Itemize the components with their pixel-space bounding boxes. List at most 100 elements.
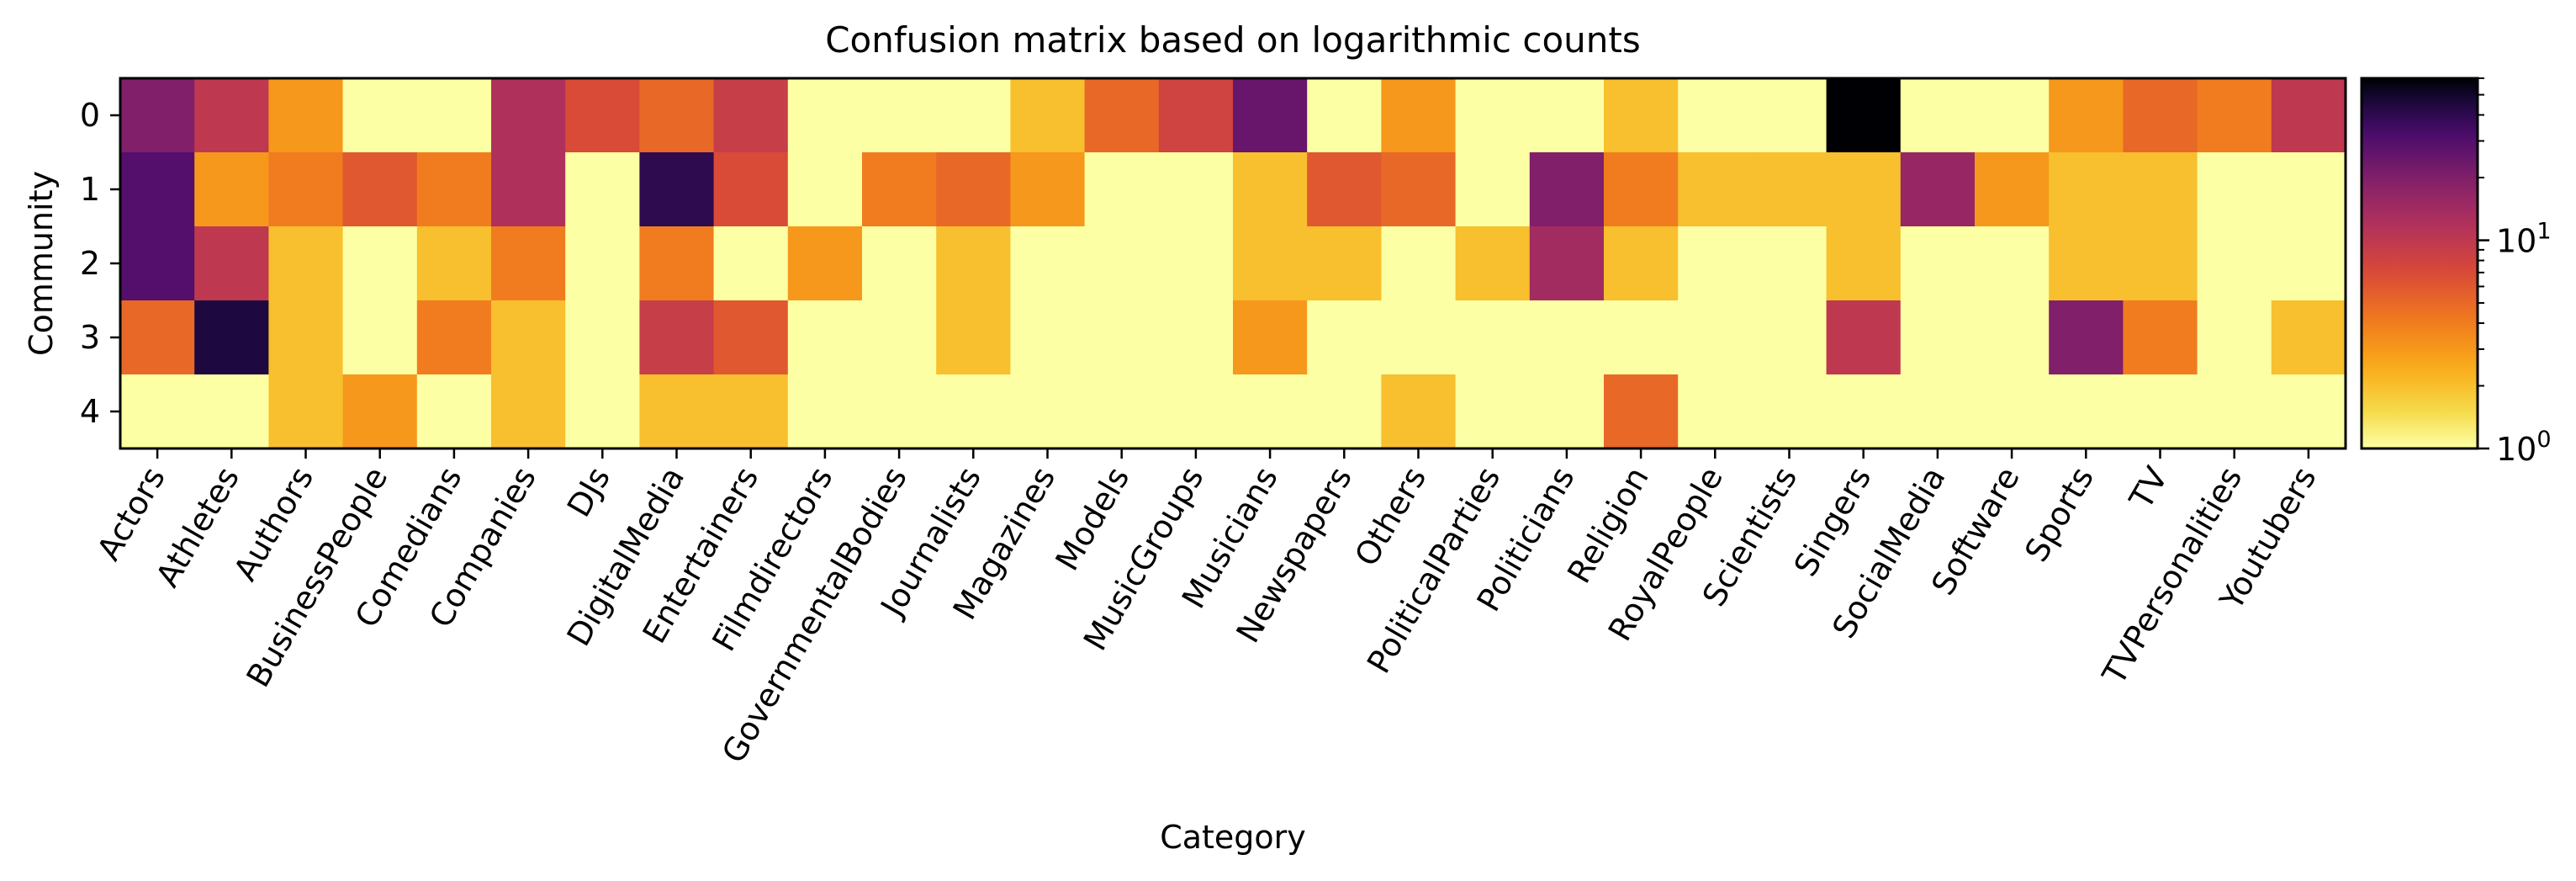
heatmap-cell — [2197, 374, 2272, 449]
heatmap-cell — [268, 78, 344, 153]
heatmap-cell — [1455, 374, 1531, 449]
x-tick-label: TV — [2122, 461, 2175, 516]
colorbar-gradient — [2362, 78, 2478, 448]
heatmap-cell — [1158, 300, 1234, 375]
heatmap-cell — [1158, 152, 1234, 227]
heatmap-cell — [1826, 152, 1902, 227]
heatmap-cells — [120, 78, 2346, 449]
x-axis-ticks: ActorsAthletesAuthorsBusinessPeopleComed… — [90, 448, 2324, 769]
heatmap-cell — [1233, 78, 1308, 153]
heatmap-cell — [1381, 300, 1457, 375]
heatmap-cell — [2271, 152, 2346, 227]
heatmap-cell — [1307, 78, 1382, 153]
heatmap-cell — [268, 152, 344, 227]
heatmap-cell — [639, 226, 715, 301]
heatmap-cell — [1975, 374, 2050, 449]
heatmap-cell — [713, 226, 789, 301]
heatmap-cell — [416, 226, 492, 301]
heatmap-cell — [1826, 226, 1902, 301]
heatmap-cell — [639, 152, 715, 227]
heatmap-cell — [2123, 300, 2198, 375]
colorbar-tick-exponent: 0 — [2536, 427, 2551, 453]
heatmap-cell — [787, 226, 863, 301]
heatmap-cell — [1529, 300, 1605, 375]
heatmap-cell — [416, 78, 492, 153]
heatmap-cell — [565, 152, 640, 227]
y-tick-label: 3 — [80, 319, 100, 356]
heatmap-cell — [1233, 226, 1308, 301]
heatmap-cell — [862, 226, 937, 301]
heatmap-cell — [491, 152, 566, 227]
heatmap-cell — [1529, 226, 1605, 301]
heatmap-cell — [862, 374, 937, 449]
heatmap-cell — [194, 300, 269, 375]
heatmap-cell — [1084, 300, 1160, 375]
heatmap-cell — [1900, 152, 1976, 227]
heatmap-cell — [1307, 374, 1382, 449]
y-tick-label: 0 — [80, 97, 100, 134]
heatmap-cell — [787, 78, 863, 153]
heatmap-cell — [787, 300, 863, 375]
heatmap-cell — [120, 374, 195, 449]
y-axis-label: Community — [23, 171, 60, 356]
heatmap-cell — [491, 78, 566, 153]
heatmap-cell — [2197, 78, 2272, 153]
heatmap-cell — [1900, 374, 1976, 449]
heatmap-cell — [1604, 226, 1679, 301]
heatmap-cell — [268, 226, 344, 301]
heatmap-cell — [1158, 374, 1234, 449]
heatmap-cell — [1678, 78, 1753, 153]
heatmap-cell — [565, 300, 640, 375]
heatmap-cell — [342, 226, 418, 301]
heatmap-cell — [1233, 300, 1308, 375]
heatmap-cell — [2123, 226, 2198, 301]
heatmap-cell — [2271, 226, 2346, 301]
heatmap-cell — [2049, 152, 2124, 227]
heatmap-cell — [120, 78, 195, 153]
heatmap-cell — [2049, 226, 2124, 301]
heatmap-cell — [862, 78, 937, 153]
heatmap-cell — [639, 374, 715, 449]
heatmap-cell — [194, 374, 269, 449]
heatmap-cell — [120, 152, 195, 227]
heatmap-cell — [565, 374, 640, 449]
heatmap-cell — [1975, 226, 2050, 301]
heatmap-cell — [2197, 226, 2272, 301]
heatmap-cell — [713, 374, 789, 449]
heatmap-cell — [1381, 78, 1457, 153]
heatmap-cell — [2049, 300, 2124, 375]
y-tick-label: 2 — [80, 245, 100, 282]
heatmap-cell — [2123, 152, 2198, 227]
colorbar-tick-label: 100 — [2496, 427, 2552, 468]
heatmap-cell — [416, 300, 492, 375]
x-tick-label: Sports — [2018, 461, 2101, 568]
heatmap-cell — [1529, 374, 1605, 449]
colorbar-frame — [2360, 77, 2479, 450]
heatmap-cell — [639, 78, 715, 153]
heatmap-cell — [1826, 78, 1902, 153]
heatmap-cell — [194, 78, 269, 153]
heatmap-cell — [1158, 78, 1234, 153]
heatmap-cell — [1010, 78, 1086, 153]
heatmap-cell — [2271, 78, 2346, 153]
heatmap-cell — [1381, 152, 1457, 227]
heatmap-cell — [1455, 300, 1531, 375]
heatmap-cell — [1455, 226, 1531, 301]
y-tick-label: 1 — [80, 171, 100, 208]
heatmap-cell — [1752, 374, 1828, 449]
heatmap-cell — [1010, 226, 1086, 301]
heatmap-cell — [491, 374, 566, 449]
heatmap-cell — [1455, 152, 1531, 227]
heatmap-cell — [1604, 300, 1679, 375]
heatmap-cell — [2271, 300, 2346, 375]
heatmap-cell — [491, 226, 566, 301]
heatmap-cell — [1084, 78, 1160, 153]
heatmap-cell — [1084, 152, 1160, 227]
heatmap-cell — [1752, 78, 1828, 153]
colorbar-tick-base: 10 — [2496, 431, 2536, 468]
heatmap-cell — [1900, 300, 1976, 375]
heatmap-cell — [936, 374, 1011, 449]
heatmap-cell — [1307, 152, 1382, 227]
